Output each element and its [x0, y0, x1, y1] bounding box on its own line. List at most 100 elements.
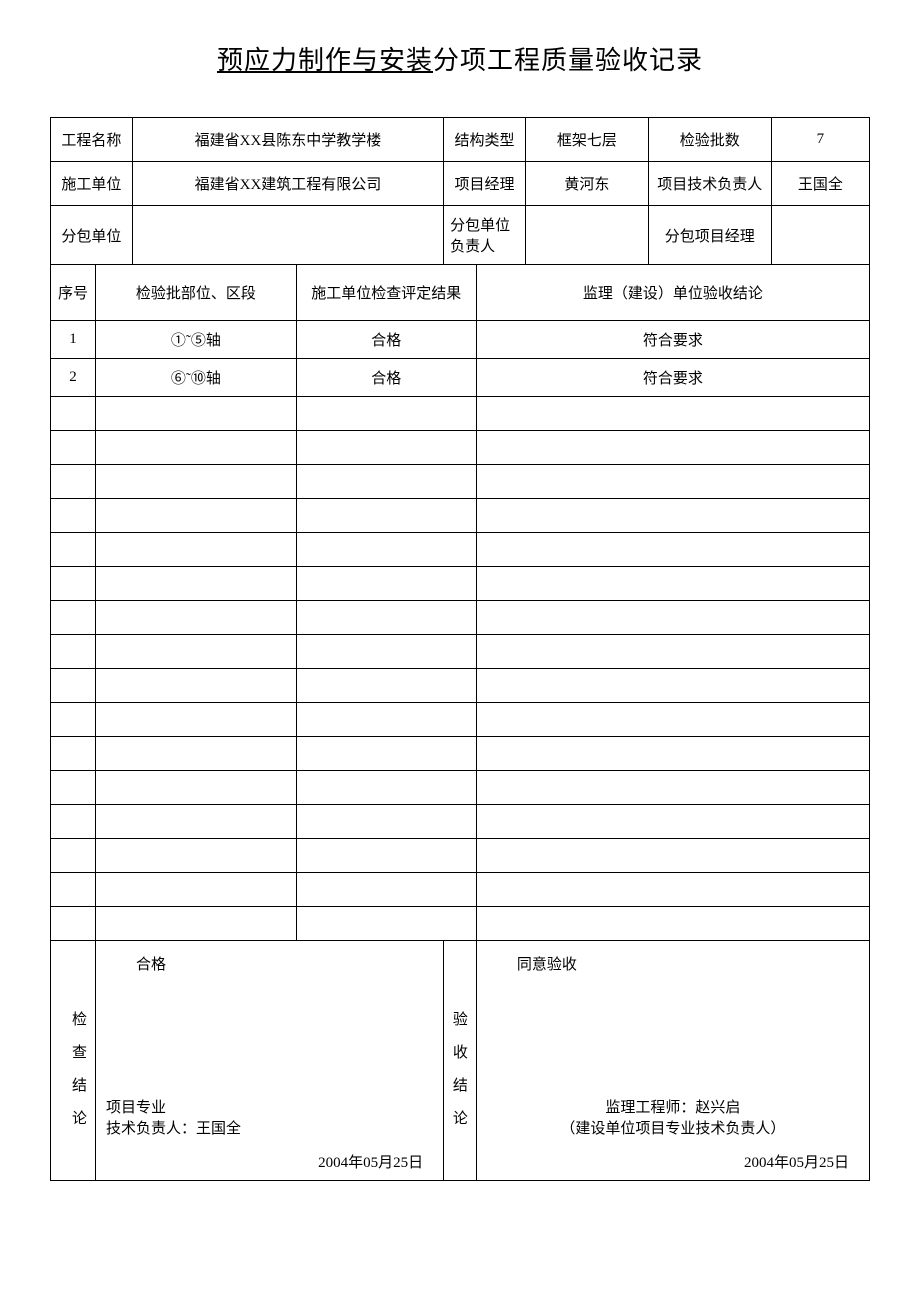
cell-result: [296, 601, 476, 635]
table-row: [51, 499, 870, 533]
cell-part: ①˜⑤轴: [96, 321, 297, 359]
cell-conclusion: [476, 737, 869, 771]
cell-conclusion: [476, 873, 869, 907]
cell-conclusion: [476, 397, 869, 431]
cell-conclusion: [476, 669, 869, 703]
cell-conclusion: [476, 771, 869, 805]
cell-result: [296, 703, 476, 737]
cell-part: [96, 499, 297, 533]
cell-seq: [51, 533, 96, 567]
cell-seq: 2: [51, 359, 96, 397]
cell-seq: [51, 873, 96, 907]
accept-sign-line1: 监理工程师：赵兴启: [477, 1096, 869, 1117]
table-row: [51, 397, 870, 431]
cell-part: [96, 533, 297, 567]
table-row: [51, 907, 870, 941]
col-conclusion: 监理（建设）单位验收结论: [476, 265, 869, 321]
data-rows-body: 1①˜⑤轴合格符合要求2⑥˜⑩轴合格符合要求: [51, 321, 870, 941]
label-project-manager: 项目经理: [444, 162, 526, 206]
header-row-2: 施工单位 福建省XX建筑工程有限公司 项目经理 黄河东 项目技术负责人 王国全: [51, 162, 870, 206]
value-tech-lead: 王国全: [771, 162, 869, 206]
cell-result: [296, 397, 476, 431]
label-construction-unit: 施工单位: [51, 162, 133, 206]
value-subcontractor-lead: [525, 206, 648, 265]
table-row: [51, 839, 870, 873]
table-row: [51, 601, 870, 635]
cell-result: [296, 533, 476, 567]
cell-part: [96, 431, 297, 465]
cell-seq: [51, 737, 96, 771]
cell-seq: [51, 601, 96, 635]
cell-part: [96, 397, 297, 431]
table-row: [51, 533, 870, 567]
table-row: 2⑥˜⑩轴合格符合要求: [51, 359, 870, 397]
col-result: 施工单位检查评定结果: [296, 265, 476, 321]
cell-conclusion: [476, 601, 869, 635]
cell-conclusion: 符合要求: [476, 321, 869, 359]
cell-result: [296, 669, 476, 703]
cell-part: [96, 839, 297, 873]
label-tech-lead: 项目技术负责人: [648, 162, 771, 206]
cell-part: [96, 907, 297, 941]
value-batch-count: 7: [771, 118, 869, 162]
title-rest: 分项工程质量验收记录: [433, 46, 703, 75]
cell-result: 合格: [296, 321, 476, 359]
table-row: [51, 805, 870, 839]
table-row: [51, 703, 870, 737]
check-sign-block: 项目专业 技术负责人：王国全: [106, 1096, 241, 1138]
check-sign-label: 项目专业: [106, 1096, 241, 1117]
label-sub-pm: 分包项目经理: [648, 206, 771, 265]
table-row: [51, 567, 870, 601]
cell-seq: 1: [51, 321, 96, 359]
cell-result: [296, 567, 476, 601]
cell-conclusion: [476, 533, 869, 567]
conclusion-row: 检查结论 合格 项目专业 技术负责人：王国全 2004年05月25日 验收结论 …: [51, 941, 870, 1181]
cell-result: [296, 431, 476, 465]
cell-result: [296, 907, 476, 941]
cell-seq: [51, 907, 96, 941]
table-row: [51, 465, 870, 499]
cell-conclusion: [476, 907, 869, 941]
check-sign-line: 技术负责人：王国全: [106, 1117, 241, 1138]
cell-conclusion: [476, 839, 869, 873]
label-structure-type: 结构类型: [444, 118, 526, 162]
cell-part: [96, 635, 297, 669]
column-header-row: 序号 检验批部位、区段 施工单位检查评定结果 监理（建设）单位验收结论: [51, 265, 870, 321]
label-subcontractor-lead: 分包单位负责人: [444, 206, 526, 265]
value-sub-pm: [771, 206, 869, 265]
cell-part: [96, 669, 297, 703]
cell-part: [96, 703, 297, 737]
main-table: 工程名称 福建省XX县陈东中学教学楼 结构类型 框架七层 检验批数 7 施工单位…: [50, 117, 870, 1181]
cell-seq: [51, 805, 96, 839]
cell-conclusion: [476, 431, 869, 465]
cell-part: [96, 737, 297, 771]
cell-conclusion: [476, 567, 869, 601]
col-part: 检验批部位、区段: [96, 265, 297, 321]
title-underline: 预应力制作与安装: [217, 46, 433, 75]
cell-result: [296, 771, 476, 805]
cell-conclusion: [476, 635, 869, 669]
cell-part: ⑥˜⑩轴: [96, 359, 297, 397]
check-conclusion-label: 检查结论: [51, 941, 96, 1181]
label-project-name: 工程名称: [51, 118, 133, 162]
cell-conclusion: 符合要求: [476, 359, 869, 397]
accept-date: 2004年05月25日: [744, 1151, 849, 1172]
cell-seq: [51, 635, 96, 669]
cell-result: [296, 635, 476, 669]
table-row: [51, 771, 870, 805]
value-project-name: 福建省XX县陈东中学教学楼: [132, 118, 443, 162]
cell-result: [296, 465, 476, 499]
check-conclusion-cell: 合格 项目专业 技术负责人：王国全 2004年05月25日: [96, 941, 444, 1181]
cell-part: [96, 771, 297, 805]
page-title: 预应力制作与安装分项工程质量验收记录: [50, 40, 870, 77]
table-row: [51, 635, 870, 669]
table-row: 1①˜⑤轴合格符合要求: [51, 321, 870, 359]
accept-status: 同意验收: [487, 949, 859, 974]
cell-conclusion: [476, 465, 869, 499]
value-subcontractor: [132, 206, 443, 265]
cell-seq: [51, 431, 96, 465]
cell-result: [296, 873, 476, 907]
cell-result: [296, 737, 476, 771]
value-construction-unit: 福建省XX建筑工程有限公司: [132, 162, 443, 206]
cell-result: [296, 805, 476, 839]
